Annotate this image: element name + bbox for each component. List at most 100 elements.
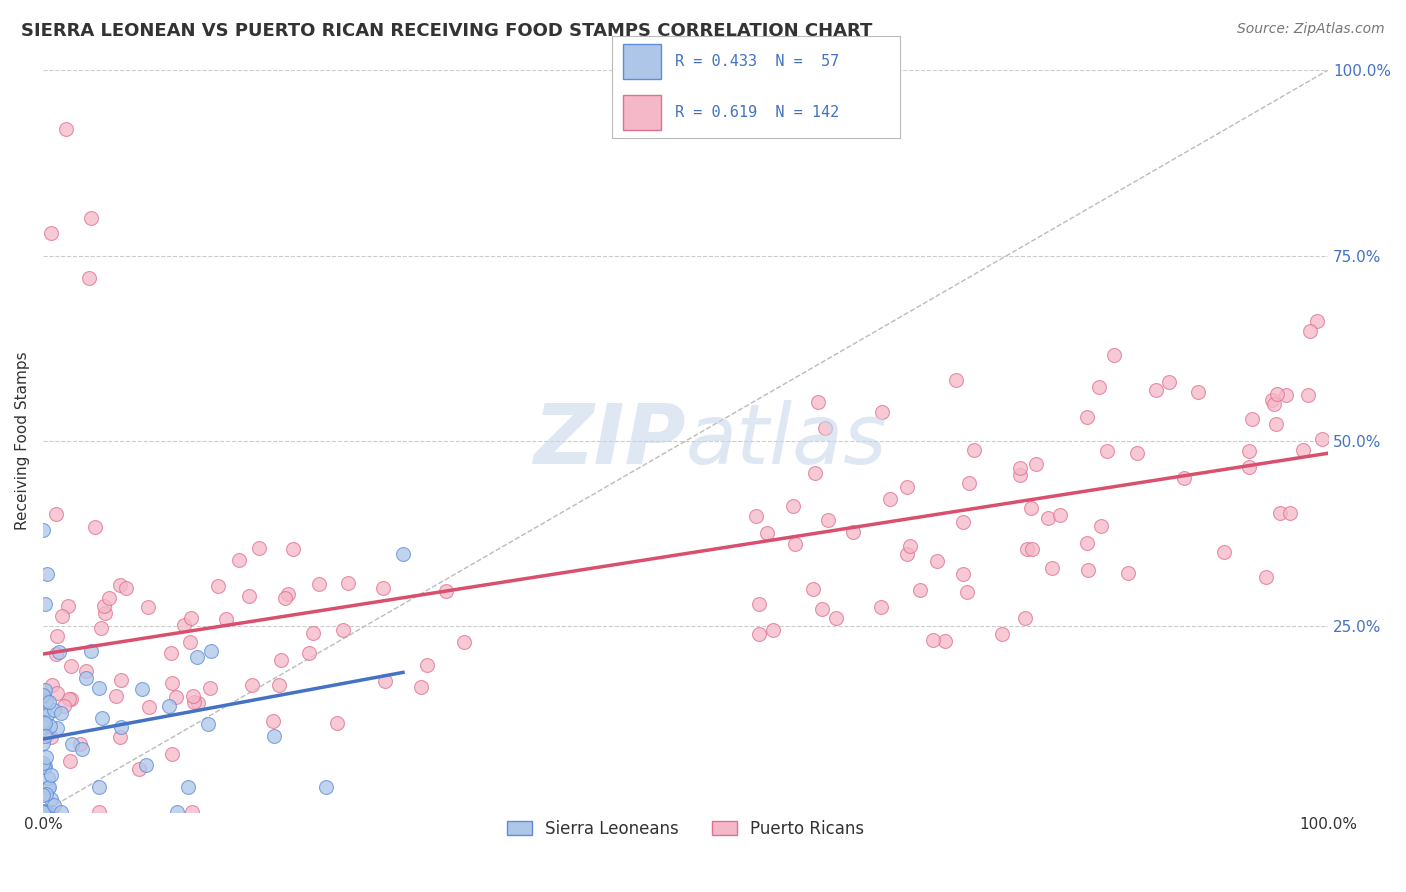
Point xyxy=(32,735,55,749)
Point xyxy=(1019,500,1042,515)
Point xyxy=(110,720,132,734)
Point xyxy=(332,623,354,637)
Point xyxy=(181,690,204,704)
Point xyxy=(32,715,55,730)
Point xyxy=(263,729,285,743)
Point xyxy=(1076,536,1098,550)
Point xyxy=(38,695,60,709)
Point xyxy=(32,689,55,703)
Point xyxy=(55,122,77,136)
Point xyxy=(35,749,58,764)
Point xyxy=(301,626,323,640)
Point xyxy=(1040,561,1063,575)
Point xyxy=(37,781,59,796)
Point xyxy=(39,227,62,241)
Point xyxy=(93,599,115,613)
Point xyxy=(898,539,921,553)
Point xyxy=(34,805,56,819)
Point xyxy=(952,566,974,581)
Point xyxy=(1008,468,1031,483)
Point xyxy=(45,507,67,521)
Point xyxy=(53,699,76,714)
Point xyxy=(34,787,56,801)
Bar xyxy=(623,95,661,130)
Point xyxy=(135,758,157,772)
Point xyxy=(32,805,55,819)
Point xyxy=(166,805,188,819)
Point xyxy=(72,742,94,756)
Point xyxy=(1097,443,1119,458)
Point xyxy=(32,720,55,734)
Point xyxy=(411,680,433,694)
Point xyxy=(228,553,250,567)
Point xyxy=(415,658,437,673)
Point xyxy=(1077,563,1099,577)
Point xyxy=(75,671,97,685)
Point xyxy=(247,541,270,556)
Point xyxy=(160,646,183,660)
Text: R = 0.433  N =  57: R = 0.433 N = 57 xyxy=(675,54,839,69)
Point xyxy=(1299,325,1322,339)
Point xyxy=(934,633,956,648)
Point xyxy=(42,798,65,813)
Point xyxy=(1104,348,1126,362)
Point xyxy=(806,395,828,409)
Text: ZIP: ZIP xyxy=(533,401,686,482)
Point xyxy=(1187,385,1209,400)
Point xyxy=(37,771,59,785)
Point xyxy=(186,650,208,665)
Point xyxy=(1088,379,1111,393)
Point xyxy=(262,714,284,728)
Point xyxy=(179,635,201,649)
Point xyxy=(41,805,63,819)
Point xyxy=(108,730,131,744)
Point xyxy=(131,682,153,697)
Point xyxy=(44,703,66,717)
Point xyxy=(34,730,56,744)
Point xyxy=(748,597,770,611)
Point xyxy=(392,547,415,561)
Point xyxy=(41,678,63,692)
Point xyxy=(32,756,55,770)
Point xyxy=(326,716,349,731)
Point xyxy=(58,692,80,706)
Point xyxy=(896,480,918,494)
Point xyxy=(77,270,100,285)
Point xyxy=(90,711,112,725)
Text: atlas: atlas xyxy=(686,401,887,482)
Point xyxy=(1014,610,1036,624)
Point xyxy=(810,602,832,616)
Point xyxy=(434,583,457,598)
Point xyxy=(39,730,62,744)
Point xyxy=(90,621,112,635)
Point xyxy=(128,762,150,776)
Point xyxy=(49,706,72,721)
Point xyxy=(180,611,202,625)
Text: SIERRA LEONEAN VS PUERTO RICAN RECEIVING FOOD STAMPS CORRELATION CHART: SIERRA LEONEAN VS PUERTO RICAN RECEIVING… xyxy=(21,22,873,40)
Point xyxy=(138,600,160,615)
Point xyxy=(870,600,893,615)
Point xyxy=(32,760,55,774)
Point xyxy=(925,554,948,568)
Point xyxy=(80,644,103,658)
Point xyxy=(200,644,222,658)
Point xyxy=(945,374,967,388)
Point xyxy=(1239,459,1261,474)
Point xyxy=(952,515,974,529)
Point xyxy=(110,673,132,688)
Point xyxy=(37,805,59,819)
Point xyxy=(59,692,82,706)
Point xyxy=(1010,460,1032,475)
Point xyxy=(991,627,1014,641)
Point xyxy=(842,525,865,540)
Point xyxy=(298,647,321,661)
Point xyxy=(75,664,97,678)
Point xyxy=(922,633,945,648)
Bar xyxy=(623,44,661,78)
Point xyxy=(45,647,67,661)
Point xyxy=(963,442,986,457)
Point xyxy=(308,576,330,591)
Point xyxy=(1025,457,1047,471)
Point xyxy=(813,420,835,434)
Point xyxy=(60,738,83,752)
